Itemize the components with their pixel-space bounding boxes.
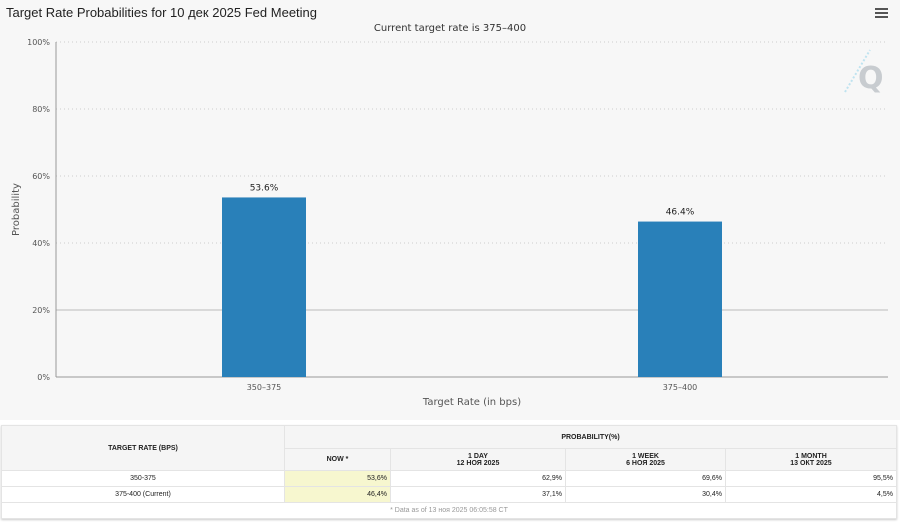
month-cell: 95,5% — [725, 470, 897, 487]
header-1month: 1 MONTH 13 ОКТ 2025 — [725, 448, 897, 471]
bar-chart: Q 0% 20% 40% 60% 80% 100% 53.6% 350–375 46.4% 375… — [11, 38, 888, 408]
bar — [222, 197, 306, 377]
y-tick-label: 100% — [27, 38, 50, 47]
now-cell: 53,6% — [284, 470, 391, 487]
day-cell: 37,1% — [390, 486, 566, 503]
x-axis-title: Target Rate (in bps) — [422, 397, 521, 408]
header-probability: PROBABILITY(%) — [284, 425, 897, 449]
probability-table: TARGET RATE (BPS) PROBABILITY(%) NOW * 1… — [1, 425, 897, 519]
header-target-rate: TARGET RATE (BPS) — [1, 425, 285, 471]
y-tick-label: 0% — [37, 373, 50, 382]
month-cell: 4,5% — [725, 486, 897, 503]
header-1day: 1 DAY 12 НОЯ 2025 — [390, 448, 566, 471]
header-now: NOW * — [284, 448, 391, 471]
table-row: 375-400 (Current) 46,4% 37,1% 30,4% 4,5% — [1, 486, 897, 503]
rate-cell: 350-375 — [1, 470, 285, 487]
chart-subtitle: Current target rate is 375–400 — [373, 23, 527, 34]
header-1week: 1 WEEK 6 НОЯ 2025 — [565, 448, 726, 471]
bar — [638, 221, 722, 377]
chart-panel: Target Rate Probabilities for 10 дек 202… — [6, 5, 888, 408]
y-tick-label: 80% — [32, 105, 50, 114]
x-tick-label: 375–400 — [663, 383, 698, 392]
y-tick-label: 60% — [32, 172, 50, 181]
data-label: 46.4% — [666, 208, 695, 218]
now-cell: 46,4% — [284, 486, 391, 503]
day-cell: 62,9% — [390, 470, 566, 487]
svg-text:Q: Q — [858, 61, 884, 96]
week-cell: 30,4% — [565, 486, 726, 503]
table-row: 350-375 53,6% 62,9% 69,6% 95,5% — [1, 470, 897, 487]
week-cell: 69,6% — [565, 470, 726, 487]
hamburger-menu-icon[interactable] — [875, 8, 888, 20]
footnote: * Data as of 13 ноя 2025 06:05:58 CT — [1, 502, 897, 519]
y-tick-label: 20% — [32, 306, 50, 315]
logo-q-icon: Q — [844, 49, 884, 96]
x-tick-label: 350–375 — [247, 383, 282, 392]
data-label: 53.6% — [250, 183, 279, 193]
rate-cell: 375-400 (Current) — [1, 486, 285, 503]
chart-title: Target Rate Probabilities for 10 дек 202… — [6, 5, 318, 20]
y-axis-title: Probability — [11, 183, 22, 236]
y-tick-label: 40% — [32, 239, 50, 248]
